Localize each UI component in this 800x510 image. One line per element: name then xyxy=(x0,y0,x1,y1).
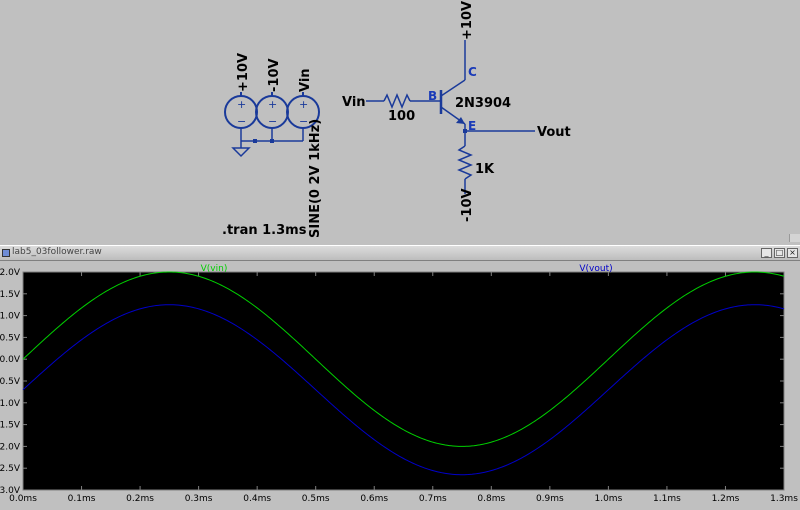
y-tick-label: -0.5V xyxy=(0,377,21,387)
x-tick-label: 0.6ms xyxy=(360,494,388,504)
x-tick-label: 0.1ms xyxy=(68,494,96,504)
tran-directive[interactable]: .tran 1.3ms xyxy=(222,223,307,238)
source-label-neg-supply: -10V xyxy=(267,58,282,92)
y-tick-label: 0.0V xyxy=(0,355,21,365)
y-tick-label: 1.0V xyxy=(0,312,21,322)
net-label-vout: Vout xyxy=(537,125,571,140)
x-tick-label: 0.5ms xyxy=(302,494,330,504)
resistor-100[interactable] xyxy=(383,93,411,109)
minus-sign: − xyxy=(268,115,277,128)
x-tick-label: 0.7ms xyxy=(419,494,447,504)
scrollbar[interactable] xyxy=(789,234,800,242)
x-tick-label: 0.2ms xyxy=(126,494,154,504)
y-tick-label: -1.0V xyxy=(0,399,21,409)
x-tick-label: 1.2ms xyxy=(712,494,740,504)
ground-icon xyxy=(231,147,251,158)
x-tick-label: 0.0ms xyxy=(9,494,37,504)
plus-sign: + xyxy=(237,98,246,111)
y-tick-label: -3.0V xyxy=(0,486,21,496)
x-tick-label: 0.9ms xyxy=(536,494,564,504)
net-label-pos-supply: +10V xyxy=(460,1,475,40)
minus-sign: − xyxy=(299,115,308,128)
voltage-source-group[interactable]: + + + − − − xyxy=(224,92,320,158)
net-label-vin: Vin xyxy=(342,95,366,110)
plus-sign: + xyxy=(299,98,308,111)
maximize-button[interactable]: □ xyxy=(774,248,785,258)
x-tick-label: 1.0ms xyxy=(594,494,622,504)
y-tick-label: 2.0V xyxy=(0,268,21,278)
npn-transistor[interactable] xyxy=(439,79,466,125)
pin-label-base: B xyxy=(428,89,437,103)
schematic-canvas[interactable]: + + + − − − +10V -10V Vin SINE(0 2V 1kHz… xyxy=(0,0,800,242)
x-tick-label: 1.3ms xyxy=(770,494,798,504)
source-label-pos-supply: +10V xyxy=(236,53,251,92)
pin-label-emitter: E xyxy=(468,119,476,133)
x-tick-label: 0.3ms xyxy=(185,494,213,504)
y-tick-label: -2.0V xyxy=(0,442,21,452)
window-titlebar[interactable]: lab5_03follower.raw _ □ × xyxy=(0,245,800,261)
resistor-1k[interactable] xyxy=(457,145,473,180)
source-value-label: SINE(0 2V 1kHz) xyxy=(308,119,323,238)
pin-label-collector: C xyxy=(468,65,477,79)
schematic-editor[interactable]: + + + − − − +10V -10V Vin SINE(0 2V 1kHz… xyxy=(0,0,800,242)
source-label-vin: Vin xyxy=(298,68,313,92)
series-line-vvout[interactable] xyxy=(22,304,785,476)
y-tick-label: -1.5V xyxy=(0,421,21,431)
legend-entry[interactable]: V(vout) xyxy=(579,264,612,274)
net-label-neg-supply: -10V xyxy=(460,188,475,222)
resistor-label-100: 100 xyxy=(388,109,415,124)
transistor-model-label: 2N3904 xyxy=(455,96,511,111)
series-line-vvin[interactable] xyxy=(22,271,785,447)
resistor-label-1k: 1K xyxy=(475,162,495,177)
y-tick-label: 0.5V xyxy=(0,333,21,343)
waveform-chart[interactable]: 2.0V 1.5V 1.0V 0.5V 0.0V -0.5V -1.0V -1.5V -2.0V… xyxy=(0,261,800,506)
waveform-plot[interactable]: 2.0V 1.5V 1.0V 0.5V 0.0V -0.5V -1.0V -1.5V -2.0V… xyxy=(0,261,800,506)
x-tick-label: 1.1ms xyxy=(653,494,681,504)
waveform-viewer-window[interactable]: lab5_03follower.raw _ □ × 2.0V 1.5V 1.0V 0.… xyxy=(0,245,800,506)
window-title: lab5_03follower.raw xyxy=(12,247,102,257)
plot-area-background[interactable] xyxy=(22,271,785,491)
legend-entry[interactable]: V(vin) xyxy=(201,264,228,274)
x-tick-label: 0.4ms xyxy=(243,494,271,504)
close-button[interactable]: × xyxy=(787,248,798,258)
minimize-button[interactable]: _ xyxy=(761,248,772,258)
y-tick-label: 1.5V xyxy=(0,290,21,300)
minus-sign: − xyxy=(237,115,246,128)
plus-sign: + xyxy=(268,98,277,111)
y-tick-label: -2.5V xyxy=(0,464,21,474)
waveform-app-icon xyxy=(2,249,10,257)
x-tick-label: 0.8ms xyxy=(477,494,505,504)
